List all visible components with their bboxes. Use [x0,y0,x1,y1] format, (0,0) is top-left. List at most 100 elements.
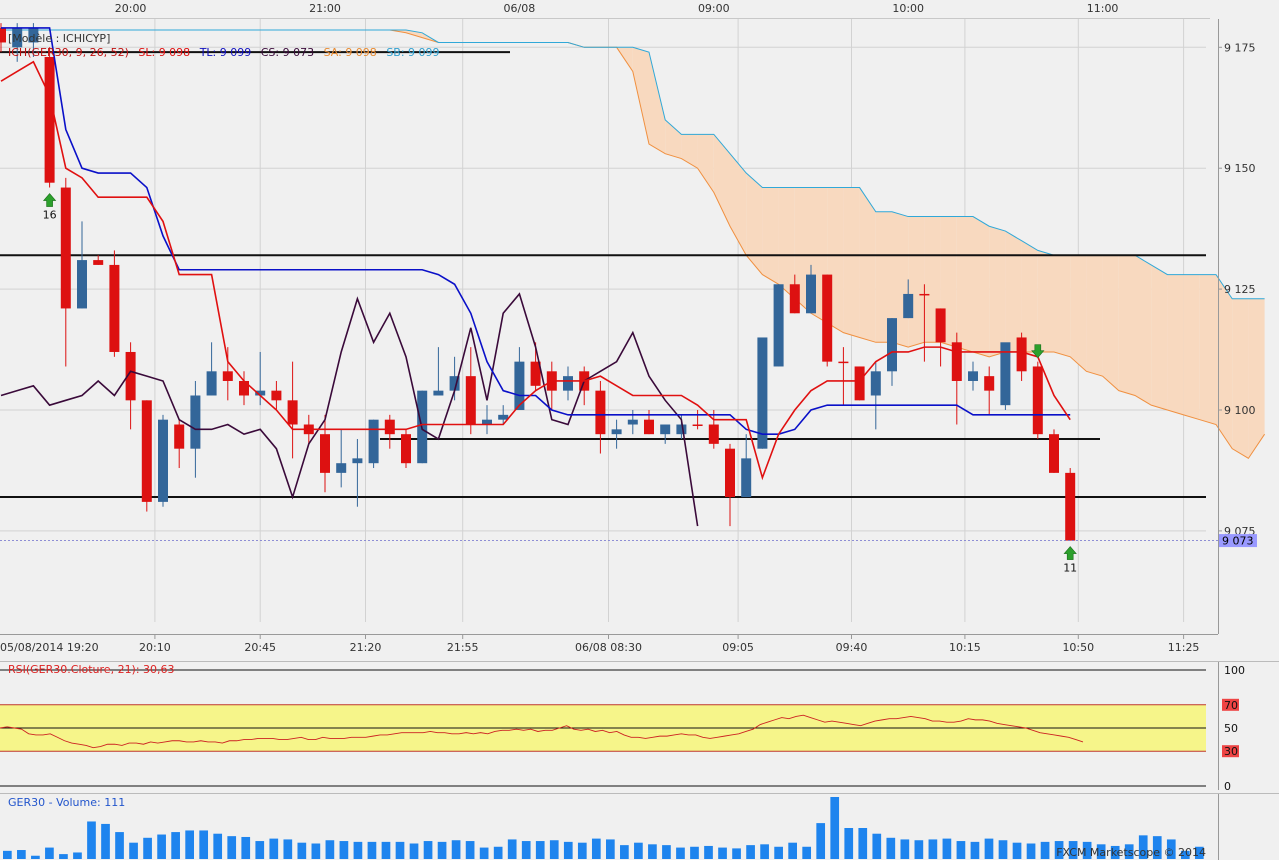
candle-body[interactable] [514,361,525,410]
candle-body[interactable] [12,27,23,48]
cloud-segment [875,211,892,343]
candle-body[interactable] [741,458,752,498]
candle-body[interactable] [789,284,800,314]
cloud-segment [406,30,423,38]
time-label: 21:20 [350,641,382,654]
candle-body[interactable] [206,371,217,396]
candle-body[interactable] [44,56,55,183]
up-arrow-icon [42,193,57,207]
candle-body[interactable] [660,424,671,435]
rsi-level-label: 100 [1224,664,1245,677]
candle-body[interactable] [838,361,849,364]
candle-body[interactable] [1049,434,1059,473]
candle-body[interactable] [401,434,411,464]
candle-body[interactable] [903,293,914,319]
candle-body[interactable] [482,419,492,425]
candle-body[interactable] [352,458,363,464]
candle-body[interactable] [644,419,654,435]
candle-body[interactable] [28,27,39,43]
candle-body[interactable] [935,308,946,343]
candle-body[interactable] [255,390,266,396]
volume-bar [227,836,237,859]
candle-body[interactable] [611,429,622,435]
volume-bar [87,821,96,859]
volume-bar [634,842,643,859]
candle-body[interactable] [190,395,201,449]
candle-body[interactable] [239,380,249,396]
candle-body[interactable] [806,274,816,314]
candle-body[interactable] [919,293,930,296]
candle-body[interactable] [109,264,120,352]
volume-pane[interactable]: GER30 - Volume: 111 FXCM Marketscope © 2… [0,793,1279,860]
candle-body[interactable] [563,376,573,391]
candle-body[interactable] [498,414,509,420]
candle-body[interactable] [320,434,330,473]
candle-body[interactable] [336,463,347,473]
volume-bar [830,797,840,859]
volume-bar [521,841,531,859]
candle-body[interactable] [77,260,87,309]
arrow-count-label: 11 [1063,562,1077,575]
volume-bar [816,823,826,859]
volume-bar [591,838,601,859]
candle-body[interactable] [449,376,460,391]
volume-bar [381,841,391,859]
candle-body[interactable] [0,27,6,43]
cloud-segment [730,153,747,256]
candle-body[interactable] [1065,472,1076,541]
candle-body[interactable] [725,448,735,498]
rsi-label: RSI(GER30.Cloture, 21): 30,63 [8,663,175,676]
kijun-sen-line [1,27,1071,435]
volume-bar [1082,841,1092,859]
candle-body[interactable] [951,342,962,381]
candle-body[interactable] [595,390,606,435]
footer-copyright: FXCM Marketscope © 2014 [1056,846,1206,859]
candle-body[interactable] [158,419,168,502]
candle-body[interactable] [384,419,395,435]
candle-body[interactable] [141,400,152,502]
candle-body[interactable] [1016,337,1027,372]
candle-body[interactable] [1032,366,1043,435]
rsi-pane[interactable]: RSI(GER30.Cloture, 21): 30,63 100 70 50 30 0 [0,661,1279,794]
candle-body[interactable] [60,187,71,309]
volume-bar [59,854,68,859]
volume-bar [648,844,657,859]
volume-bar [325,840,335,859]
candle-body[interactable] [93,260,104,265]
candle-body[interactable] [222,371,233,381]
candle-body[interactable] [854,366,865,401]
candle-body[interactable] [708,424,719,444]
volume-bar [1152,836,1162,859]
candle-body[interactable] [692,424,703,427]
candle-body[interactable] [968,371,978,381]
top-time-label: 10:00 [892,2,924,15]
candle-body[interactable] [368,419,379,464]
candle-body[interactable] [125,351,136,401]
candle-body[interactable] [822,274,833,362]
cloud-segment [1086,255,1103,377]
candle-body[interactable] [465,376,476,425]
volume-bar [970,841,980,859]
candle-body[interactable] [271,390,282,401]
candlesticks[interactable] [0,23,1076,541]
top-time-label: 09:00 [698,2,730,15]
cloud-segment [746,173,763,275]
candle-body[interactable] [627,419,638,425]
candle-body[interactable] [1000,342,1011,406]
candle-body[interactable] [757,337,768,449]
volume-bar [928,839,938,859]
candle-body[interactable] [433,390,444,396]
candle-body[interactable] [530,361,541,386]
candle-body[interactable] [773,284,784,367]
candle-body[interactable] [287,400,298,425]
candle-body[interactable] [174,424,185,449]
volume-bar [802,846,812,859]
candle-body[interactable] [676,424,687,435]
candle-body[interactable] [984,376,995,391]
candle-body[interactable] [887,318,897,372]
volume-bar [942,838,952,859]
candle-body[interactable] [870,371,881,396]
